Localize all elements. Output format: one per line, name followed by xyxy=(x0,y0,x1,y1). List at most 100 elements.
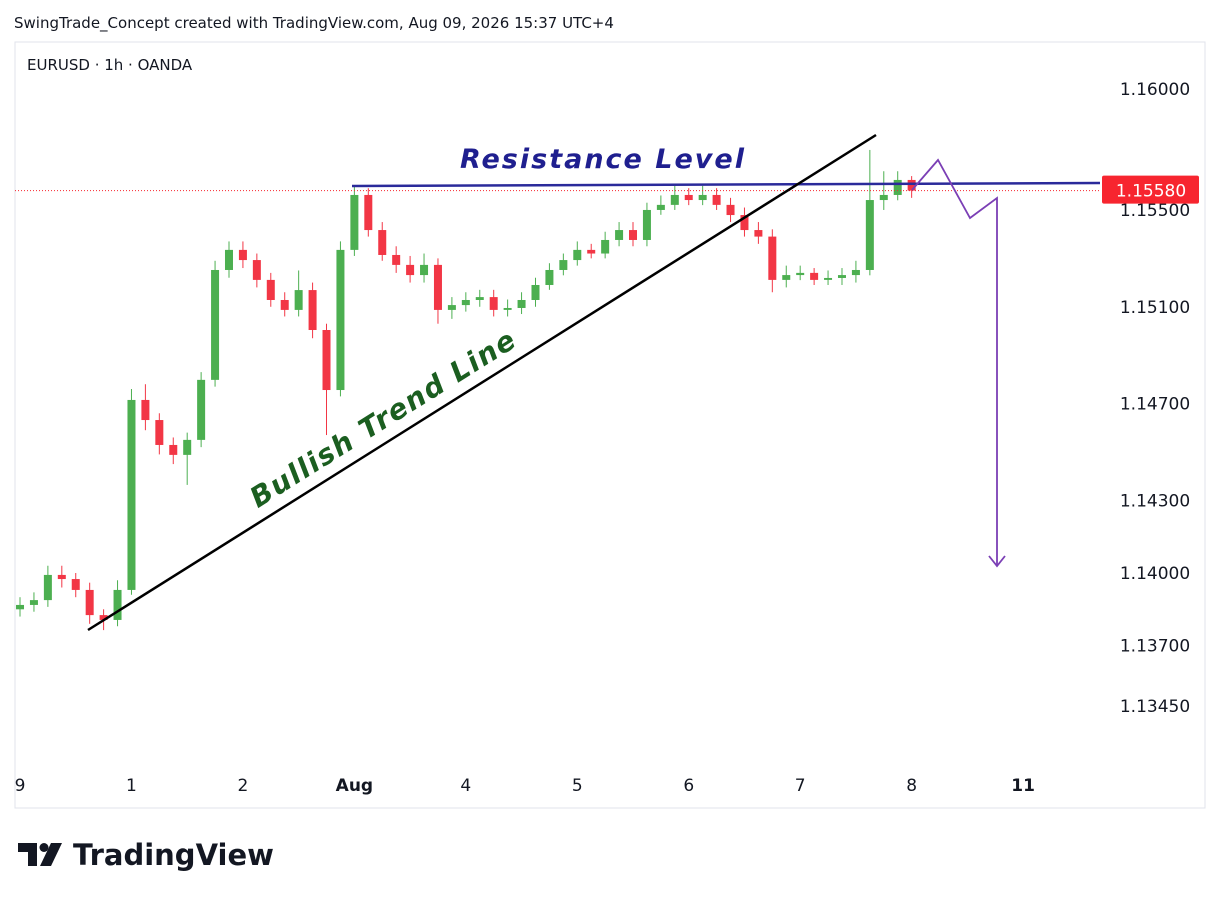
candle-body xyxy=(224,249,233,270)
candle-body xyxy=(517,299,526,308)
candle-body xyxy=(183,439,192,455)
candle-body xyxy=(796,272,805,276)
candle-body xyxy=(85,589,94,616)
candle-body xyxy=(420,264,429,276)
candle-body xyxy=(489,297,498,310)
candle-body xyxy=(294,290,303,310)
chart-frame xyxy=(14,41,1206,809)
candle-body xyxy=(615,230,624,240)
candle-body xyxy=(211,269,220,380)
candle-body xyxy=(71,579,80,590)
candle-body xyxy=(322,330,331,391)
candle-body xyxy=(768,236,777,280)
brand: TradingView xyxy=(73,838,274,872)
x-tick-label: 8 xyxy=(906,776,917,796)
candle-body xyxy=(141,399,150,421)
y-tick-label: 1.14300 xyxy=(1120,491,1190,511)
candle-body xyxy=(865,200,874,270)
logo-mark xyxy=(39,843,49,852)
candle-body xyxy=(392,254,401,265)
candle-body xyxy=(754,230,763,237)
candle-body xyxy=(726,204,735,216)
candle-body xyxy=(252,260,261,280)
candle-body xyxy=(629,230,638,240)
candle-body xyxy=(113,589,122,620)
candle-body xyxy=(656,204,665,210)
candle-body xyxy=(99,615,108,620)
candle-body xyxy=(29,600,38,605)
candle-body xyxy=(587,249,596,254)
candle-body xyxy=(57,574,66,580)
y-tick-label: 1.13450 xyxy=(1120,697,1190,717)
candle-body xyxy=(559,260,568,270)
candle-body xyxy=(601,239,610,254)
candle-body xyxy=(406,264,415,276)
resistance-label: Resistance Level xyxy=(460,144,746,175)
y-tick-label: 1.14700 xyxy=(1120,395,1190,415)
candle-body xyxy=(810,272,819,280)
y-tick-label: 1.15500 xyxy=(1120,201,1190,221)
plot: 1.16000 1.15500 1.15100 1.14700 1.14300 1.140… xyxy=(15,80,1191,796)
last-price-label: 1.15580 xyxy=(1116,182,1186,202)
credit: SwingTrade_Concept created with TradingV… xyxy=(14,14,614,33)
logo-mark xyxy=(40,843,62,866)
trend-line xyxy=(87,133,877,632)
candle-body xyxy=(197,379,206,440)
candle-body xyxy=(280,299,289,310)
y-tick-label: 1.15100 xyxy=(1120,298,1190,318)
candle-body xyxy=(782,275,791,280)
candle-body xyxy=(475,297,484,300)
candle-body xyxy=(642,209,651,240)
candle-body xyxy=(461,299,470,306)
candle-body xyxy=(893,179,902,195)
candle-body xyxy=(698,194,707,201)
candle-body xyxy=(266,279,275,300)
candle-body xyxy=(155,420,164,445)
candle-body xyxy=(43,574,52,601)
candle-body xyxy=(238,249,247,261)
y-tick-label: 1.13700 xyxy=(1120,637,1190,657)
x-tick-label: 4 xyxy=(460,776,471,796)
candle-body xyxy=(350,194,359,250)
x-tick-label: 7 xyxy=(795,776,806,796)
projection-arrow xyxy=(988,555,1006,568)
candle-body xyxy=(712,194,721,205)
logo-mark xyxy=(18,843,37,866)
y-tick-label: 1.16000 xyxy=(1120,80,1190,100)
y-tick-label: 1.14000 xyxy=(1120,564,1190,584)
x-tick-label: 1 xyxy=(126,776,137,796)
resistance-line xyxy=(351,181,1101,188)
candle-body xyxy=(531,284,540,300)
x-tick-label: 2 xyxy=(238,776,249,796)
candle-body xyxy=(824,277,833,280)
candle-body xyxy=(670,194,679,205)
candle-body xyxy=(573,249,582,261)
symbol: EURUSD · 1h · OANDA xyxy=(27,56,193,74)
candle-body xyxy=(169,444,178,455)
candle-body xyxy=(879,194,888,201)
candle-body xyxy=(684,194,693,201)
x-tick-label: Aug xyxy=(336,776,373,796)
logo: TradingView xyxy=(18,838,274,872)
candle-body xyxy=(545,269,554,285)
candle-body xyxy=(16,604,25,610)
x-tick-label: 6 xyxy=(683,776,694,796)
projection-path xyxy=(911,158,998,565)
x-tick-label: 9 xyxy=(15,776,26,796)
candle-body xyxy=(127,399,136,590)
candle-body xyxy=(336,249,345,391)
x-tick-label: 5 xyxy=(572,776,583,796)
candle-body xyxy=(447,305,456,310)
candle-body xyxy=(308,290,317,331)
candle-body xyxy=(433,264,442,310)
candle-body xyxy=(740,215,749,231)
candle-body xyxy=(378,230,387,255)
x-tick-label: 11 xyxy=(1011,776,1035,796)
candle-body xyxy=(837,275,846,278)
candle-body xyxy=(503,307,512,310)
candle-body xyxy=(851,269,860,276)
candle-body xyxy=(364,194,373,231)
last-price-box xyxy=(1102,175,1199,204)
